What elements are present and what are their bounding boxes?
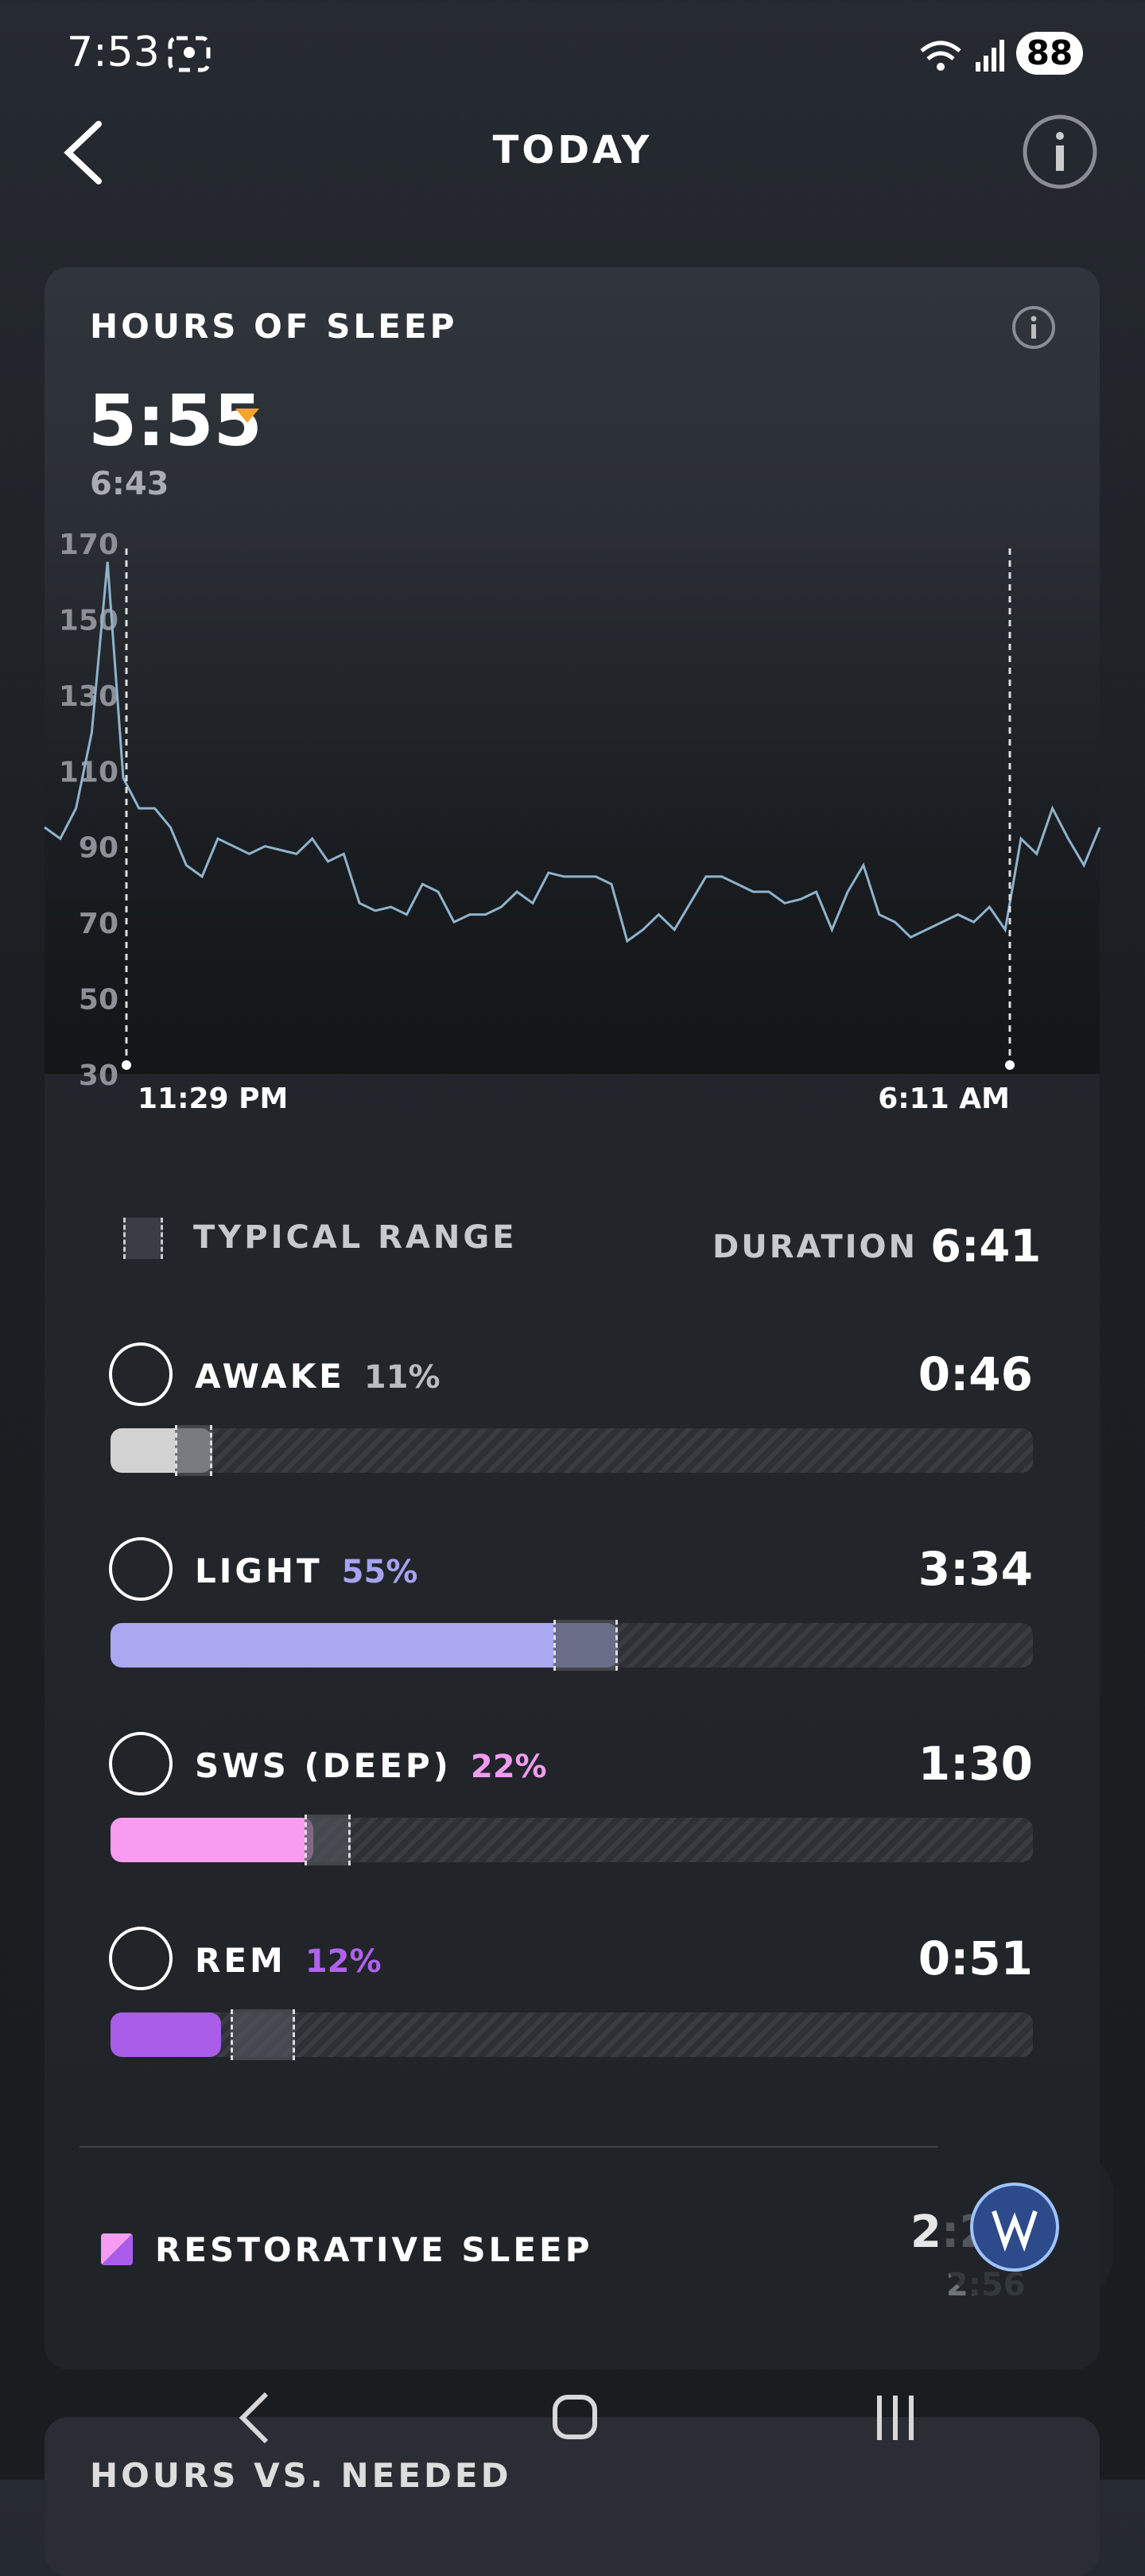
stage-select (109, 1732, 173, 1795)
battery: 88 (1016, 32, 1083, 75)
y-tick-label: 150 (59, 604, 118, 637)
stage-time: 1:30 (918, 1737, 1033, 1791)
duration-label: DURATION (712, 1229, 918, 1265)
duration-value: 6:41 (930, 1221, 1042, 1273)
stage-label-row: AWAKE 11% (195, 1357, 441, 1396)
sleep-end-label: 6:11 AM (878, 1083, 1010, 1115)
y-tick-label: 30 (79, 1059, 118, 1092)
stage-bar (111, 1818, 314, 1862)
typical-range (230, 2009, 295, 2060)
stage-label-row: LIGHT 55% (195, 1551, 417, 1590)
typical-range-label: TYPICAL RANGE (193, 1219, 518, 1256)
sleep-need: 6:43 (90, 466, 169, 502)
restorative-icon (101, 2233, 133, 2265)
stage-percent: 22% (470, 1749, 547, 1785)
stage-name: SWS (DEEP) (195, 1746, 452, 1785)
y-tick-label: 70 (79, 908, 118, 940)
stage-track (111, 2009, 1033, 2060)
nav-back[interactable] (239, 2392, 269, 2444)
info-button[interactable] (1022, 114, 1098, 190)
back-button[interactable] (60, 119, 108, 186)
stage-name: REM (195, 1941, 286, 1980)
stage-track (111, 1620, 1033, 1671)
stage-label-row: REM 12% (195, 1941, 382, 1980)
sleep-boundary-dot (1005, 1060, 1015, 1070)
card-title: HOURS OF SLEEP (90, 307, 458, 346)
heart-rate-line (44, 561, 1101, 943)
next-card-title: HOURS VS. NEEDED (90, 2456, 512, 2495)
sleep-boundary-dot (122, 1060, 131, 1070)
stage-bar (111, 1623, 618, 1668)
stage-select (109, 1927, 173, 1990)
y-tick-label: 90 (79, 832, 118, 865)
typical-range-icon (123, 1218, 163, 1259)
stage-name: AWAKE (195, 1357, 345, 1396)
stage-label-row: SWS (DEEP) 22% (195, 1746, 547, 1785)
stage-time: 0:51 (918, 1931, 1033, 1985)
stage-track (111, 1815, 1033, 1865)
y-tick-label: 110 (59, 756, 118, 788)
nav-bar (239, 2392, 914, 2444)
nav-home[interactable] (553, 2395, 597, 2439)
typical-range (553, 1620, 618, 1671)
restorative-label: RESTORATIVE SLEEP (155, 2230, 593, 2269)
sleep-start-label: 11:29 PM (138, 1083, 288, 1115)
stage-select (109, 1342, 173, 1406)
stage-percent: 55% (341, 1554, 418, 1590)
status-time: 7:53 (67, 29, 160, 76)
stage-percent: 11% (363, 1359, 441, 1396)
y-tick-label: 130 (59, 680, 118, 713)
stage-time: 3:34 (918, 1542, 1033, 1596)
signal-icons (920, 40, 1004, 72)
sleep-hours: 5:55 (88, 380, 262, 462)
chart-shade (45, 525, 1100, 1074)
y-tick-label: 50 (79, 984, 118, 1017)
screenshot-icon (168, 36, 211, 72)
stage-time: 0:46 (918, 1347, 1033, 1401)
stage-bar (111, 2012, 222, 2057)
stage-select (109, 1537, 173, 1601)
typical-range (304, 1815, 351, 1865)
heart-rate-chart: 30 50 70 90 110 130 150 170 11:29 PM 6:11 AM (44, 525, 1101, 1115)
down-indicator (235, 409, 259, 423)
nav-recents[interactable] (877, 2396, 914, 2440)
y-tick-label: 170 (59, 529, 118, 561)
stage-percent: 12% (305, 1943, 382, 1980)
card-info[interactable] (1011, 305, 1056, 350)
page-title: TODAY (492, 128, 653, 172)
coach-button[interactable] (968, 2181, 1061, 2273)
stage-track (111, 1425, 1033, 1476)
typical-range (175, 1425, 212, 1476)
stage-name: LIGHT (195, 1551, 323, 1590)
divider (80, 2146, 938, 2148)
